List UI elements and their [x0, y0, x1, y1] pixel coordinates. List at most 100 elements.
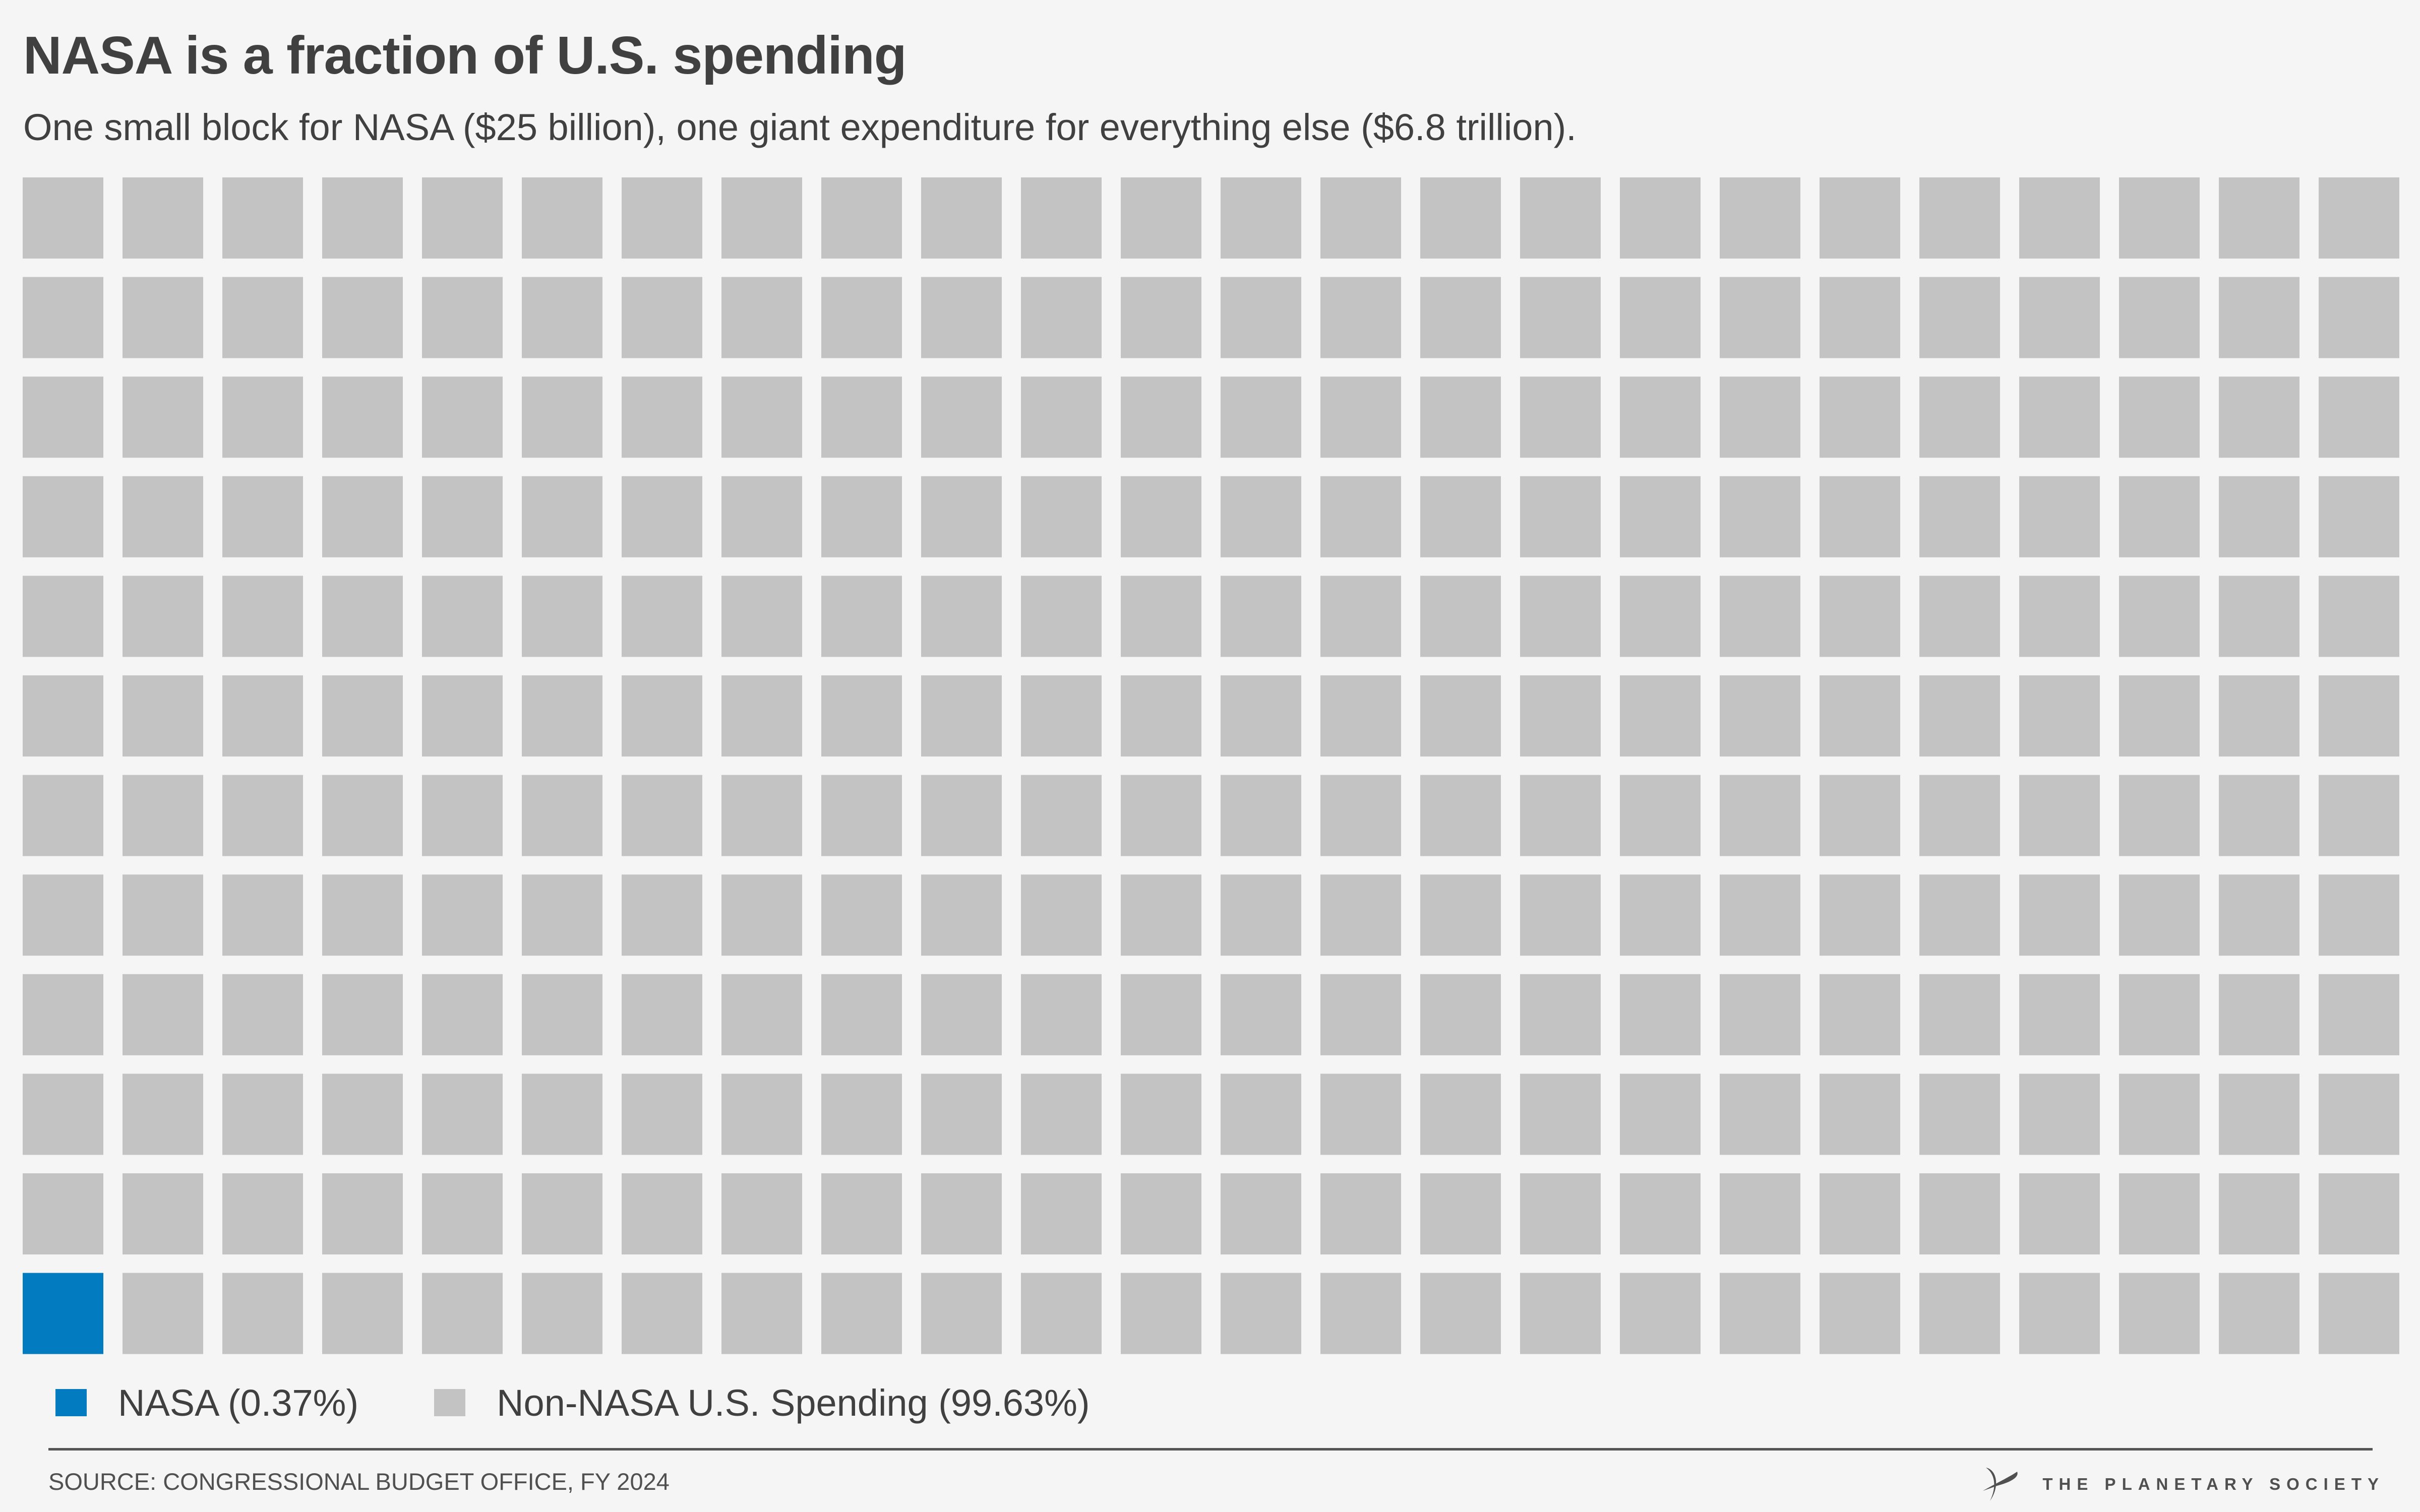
waffle-block-other	[1420, 177, 1501, 259]
waffle-block-other	[422, 775, 503, 856]
waffle-block-other	[2019, 974, 2100, 1055]
waffle-block-other	[1820, 675, 1900, 757]
waffle-block-other	[322, 675, 403, 757]
waffle-block-other	[1420, 576, 1501, 657]
waffle-block-other	[821, 775, 902, 856]
waffle-block-nasa	[23, 1273, 103, 1354]
chart-subtitle: One small block for NASA ($25 billion), …	[23, 106, 1577, 148]
waffle-block-other	[1820, 576, 1900, 657]
waffle-block-other	[1320, 1273, 1401, 1354]
waffle-block-other	[1520, 775, 1601, 856]
waffle-block-other	[2319, 1273, 2399, 1354]
waffle-block-other	[1121, 376, 1201, 458]
waffle-block-other	[1720, 1074, 1800, 1155]
waffle-block-other	[2319, 576, 2399, 657]
waffle-block-other	[821, 177, 902, 259]
waffle-block-other	[921, 1074, 1002, 1155]
waffle-block-other	[1021, 376, 1102, 458]
waffle-block-other	[1221, 974, 1301, 1055]
legend-label-non-nasa: Non-NASA U.S. Spending (99.63%)	[497, 1381, 1090, 1424]
footer-divider	[48, 1448, 2373, 1451]
waffle-block-other	[1620, 576, 1701, 657]
waffle-block-other	[1121, 1074, 1201, 1155]
waffle-block-other	[123, 974, 203, 1055]
waffle-block-other	[921, 277, 1002, 358]
waffle-block-other	[721, 1074, 802, 1155]
waffle-block-other	[2019, 277, 2100, 358]
waffle-block-other	[622, 177, 702, 259]
waffle-block-other	[23, 177, 103, 259]
waffle-block-other	[1720, 675, 1800, 757]
waffle-block-other	[622, 277, 702, 358]
waffle-block-other	[1021, 576, 1102, 657]
waffle-block-other	[1919, 1173, 2000, 1254]
waffle-block-other	[23, 277, 103, 358]
waffle-block-other	[2219, 376, 2300, 458]
waffle-block-other	[1820, 476, 1900, 557]
waffle-block-other	[1420, 1074, 1501, 1155]
waffle-block-other	[1121, 1173, 1201, 1254]
waffle-block-other	[622, 974, 702, 1055]
waffle-block-other	[1820, 874, 1900, 956]
waffle-block-other	[1820, 1074, 1900, 1155]
waffle-block-other	[721, 177, 802, 259]
waffle-block-other	[222, 277, 303, 358]
waffle-block-other	[2119, 675, 2200, 757]
waffle-block-other	[422, 576, 503, 657]
waffle-block-other	[2119, 1074, 2200, 1155]
waffle-block-other	[1420, 476, 1501, 557]
waffle-block-other	[322, 277, 403, 358]
waffle-block-other	[921, 1273, 1002, 1354]
waffle-block-other	[422, 974, 503, 1055]
waffle-block-other	[2119, 1173, 2200, 1254]
waffle-block-other	[123, 177, 203, 259]
waffle-block-other	[821, 675, 902, 757]
waffle-block-other	[2019, 1173, 2100, 1254]
waffle-block-other	[1919, 1074, 2000, 1155]
waffle-block-other	[721, 1173, 802, 1254]
waffle-block-other	[23, 376, 103, 458]
waffle-block-other	[23, 576, 103, 657]
legend-item-non-nasa: Non-NASA U.S. Spending (99.63%)	[434, 1381, 1090, 1424]
waffle-block-other	[721, 576, 802, 657]
waffle-block-other	[522, 775, 602, 856]
waffle-block-other	[1221, 1074, 1301, 1155]
waffle-block-other	[1720, 476, 1800, 557]
waffle-block-other	[1420, 277, 1501, 358]
waffle-block-other	[1720, 874, 1800, 956]
waffle-block-other	[622, 476, 702, 557]
waffle-block-other	[1820, 1273, 1900, 1354]
waffle-block-other	[1919, 974, 2000, 1055]
waffle-block-other	[1320, 476, 1401, 557]
waffle-block-other	[123, 1273, 203, 1354]
waffle-block-other	[1420, 1273, 1501, 1354]
waffle-block-other	[1320, 376, 1401, 458]
waffle-block-other	[1021, 1074, 1102, 1155]
waffle-block-other	[322, 177, 403, 259]
waffle-block-other	[721, 775, 802, 856]
waffle-block-other	[1720, 576, 1800, 657]
waffle-block-other	[921, 775, 1002, 856]
waffle-block-other	[322, 376, 403, 458]
waffle-block-other	[2319, 874, 2399, 956]
waffle-block-other	[322, 1273, 403, 1354]
waffle-block-other	[1420, 874, 1501, 956]
waffle-block-other	[2219, 1173, 2300, 1254]
waffle-block-other	[821, 874, 902, 956]
waffle-block-other	[23, 1074, 103, 1155]
waffle-block-other	[1420, 974, 1501, 1055]
waffle-block-other	[1720, 177, 1800, 259]
waffle-block-other	[1919, 277, 2000, 358]
waffle-block-other	[1221, 874, 1301, 956]
waffle-block-other	[1320, 576, 1401, 657]
waffle-block-other	[1919, 476, 2000, 557]
waffle-block-other	[1320, 974, 1401, 1055]
waffle-block-other	[2119, 277, 2200, 358]
waffle-block-other	[2219, 675, 2300, 757]
waffle-block-other	[921, 476, 1002, 557]
waffle-block-other	[522, 675, 602, 757]
waffle-block-other	[222, 177, 303, 259]
waffle-block-other	[1121, 675, 1201, 757]
waffle-block-other	[622, 1273, 702, 1354]
waffle-block-other	[23, 675, 103, 757]
